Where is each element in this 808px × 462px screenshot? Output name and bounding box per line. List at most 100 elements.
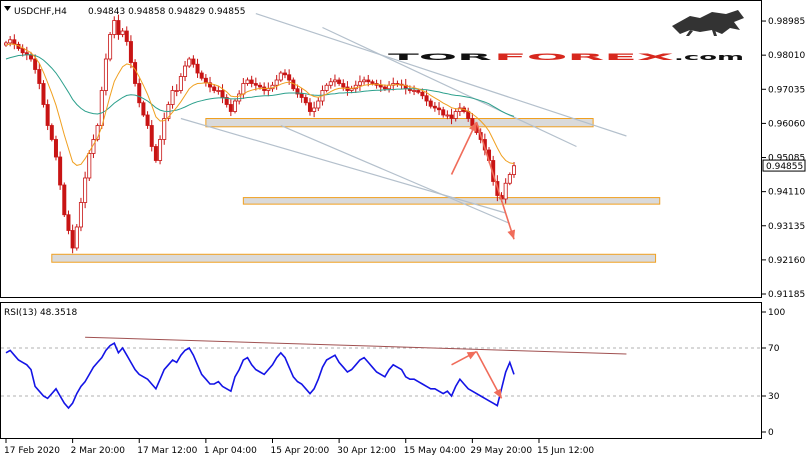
candle (274, 74, 279, 90)
price-tick-label: 0.91185 (768, 290, 805, 300)
candle (112, 16, 117, 39)
candle (187, 56, 192, 68)
price-tick-label: 0.98010 (768, 51, 805, 61)
price-tick-label: 0.92160 (768, 256, 805, 266)
time-tick-label: 15 Jun 12:00 (537, 446, 594, 456)
moving-average-slow (5, 54, 515, 117)
candle (158, 135, 163, 165)
candle (58, 151, 63, 190)
forecast-arrows (450, 121, 516, 240)
rsi-tick-label: 100 (768, 308, 785, 318)
rsi-forecast-arrows (451, 350, 503, 399)
channel-line-0 (255, 12, 627, 137)
candle (278, 70, 283, 82)
candle (362, 76, 367, 85)
time-axis: 17 Feb 2020 2 Mar 20:00 17 Mar 12:00 1 Apr … (4, 439, 594, 456)
rsi-plot-area (0, 302, 762, 439)
candle (428, 98, 433, 109)
rsi-title: RSI(13) 48.3518 (4, 308, 77, 318)
candle (512, 161, 517, 178)
candle (20, 44, 25, 57)
price-tick-label: 0.97035 (768, 85, 805, 95)
candle (124, 26, 129, 46)
candle (457, 102, 462, 117)
channel-line-3 (280, 124, 511, 225)
ohlc-values: 0.94843 0.94858 0.94829 0.94855 (88, 7, 245, 17)
bull-icon (672, 10, 744, 36)
time-tick-label: 30 Apr 12:00 (337, 446, 396, 456)
candle (445, 110, 450, 120)
candle (199, 70, 204, 81)
candle (357, 75, 362, 91)
candle (507, 172, 512, 186)
candle (70, 224, 75, 254)
channel-line-2 (180, 117, 506, 214)
candle (149, 120, 154, 152)
symbol-label: USDCHF,H4 (14, 7, 67, 17)
candle (153, 143, 158, 163)
rsi-line (5, 342, 515, 410)
candle (503, 178, 508, 204)
candle (120, 28, 125, 38)
candle (307, 98, 312, 116)
moving-average-fast (5, 43, 515, 166)
time-tick-label: 29 May 20:00 (470, 446, 532, 456)
candle (237, 90, 242, 105)
price-tick-label: 0.96060 (768, 119, 805, 129)
candle (128, 35, 133, 69)
candle (295, 84, 300, 98)
rsi-trendline (85, 336, 627, 355)
channel-line-1 (322, 26, 577, 148)
candle (441, 106, 446, 118)
candle (208, 76, 213, 93)
candle (37, 63, 42, 90)
candle (87, 150, 92, 182)
time-tick-label: 15 May 04:00 (404, 446, 466, 456)
svg-text:.com: .com (674, 53, 744, 63)
candle (191, 55, 196, 68)
time-tick-label: 15 Apr 20:00 (270, 446, 329, 456)
candle (282, 69, 287, 79)
candle (8, 35, 13, 47)
current-price-label: 0.94855 (766, 162, 803, 172)
candlestick-series (4, 14, 517, 254)
candle (437, 102, 442, 116)
candle (249, 75, 254, 88)
candle (245, 77, 250, 86)
forecast-arrow-1 (475, 121, 516, 240)
candle (108, 31, 113, 62)
dropdown-triangle-icon[interactable] (4, 6, 11, 11)
time-tick-label: 17 Mar 12:00 (137, 446, 197, 456)
candle (62, 182, 67, 218)
svg-text:TOR: TOR (388, 53, 492, 63)
candle (141, 100, 146, 117)
main-plot-area (0, 0, 762, 298)
time-tick-label: 1 Apr 04:00 (204, 446, 257, 456)
rsi-levels (1, 347, 761, 397)
candle (103, 53, 108, 96)
candle (337, 77, 342, 86)
candle (449, 108, 454, 125)
price-tick-label: 0.95085 (768, 154, 805, 164)
rsi-axis: 100 70 30 0 (762, 308, 785, 438)
current-price-marker: 0.94855 (762, 159, 806, 172)
price-tick-label: 0.98985 (768, 17, 805, 27)
candle (453, 108, 458, 122)
candle (49, 123, 54, 142)
chart-header: USDCHF,H4 0.94843 0.94858 0.94829 0.9485… (4, 6, 245, 17)
rsi-tick-label: 30 (768, 392, 780, 402)
time-tick-label: 17 Feb 2020 (4, 446, 60, 456)
rsi-arrow-1 (475, 351, 503, 399)
candle (45, 99, 50, 131)
candle (303, 94, 308, 106)
candle (74, 224, 79, 251)
support-resistance-zones (51, 118, 661, 263)
zone-2 (51, 253, 657, 263)
candle (41, 80, 46, 108)
candle (253, 77, 258, 91)
rsi-arrow-0 (451, 350, 477, 366)
candle (432, 102, 437, 112)
candle (299, 88, 304, 103)
candle (316, 97, 321, 112)
candle (137, 78, 142, 108)
